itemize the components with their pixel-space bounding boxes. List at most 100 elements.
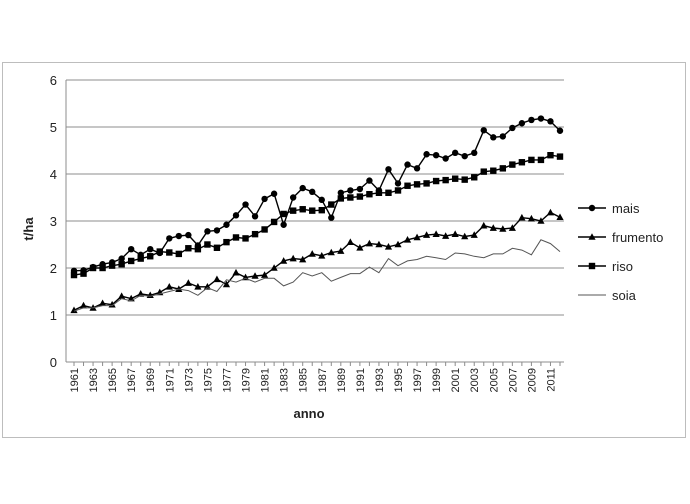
data-point-riso xyxy=(270,218,278,226)
data-point-riso xyxy=(280,210,287,218)
data-point-riso xyxy=(242,235,249,242)
data-point-riso xyxy=(375,189,383,196)
x-tick-label: 1997 xyxy=(412,368,424,392)
data-point-riso xyxy=(166,249,173,256)
data-point-riso xyxy=(213,244,221,251)
data-point-mais xyxy=(385,166,392,173)
legend-item-soia: soia xyxy=(578,288,637,303)
data-point-mais xyxy=(480,127,487,134)
data-point-riso xyxy=(528,156,535,164)
legend-item-frumento: frumento xyxy=(578,230,663,245)
data-point-frumento xyxy=(480,221,488,229)
y-axis: 0 1 2 3 4 5 6 xyxy=(50,73,57,370)
data-point-mais xyxy=(423,151,430,158)
x-tick-label: 1987 xyxy=(317,368,329,392)
data-point-riso xyxy=(70,271,78,279)
data-point-riso xyxy=(299,206,306,213)
data-point-riso xyxy=(137,255,144,262)
data-point-frumento xyxy=(194,283,202,290)
x-tick-label: 1973 xyxy=(183,368,195,392)
data-point-riso xyxy=(356,193,364,200)
data-point-frumento xyxy=(442,232,450,239)
series-line-riso xyxy=(73,154,561,276)
legend-item-riso: riso xyxy=(578,259,633,274)
data-point-mais xyxy=(280,221,287,228)
data-point-frumento xyxy=(537,217,545,224)
x-tick-label: 1985 xyxy=(298,368,310,392)
data-point-riso xyxy=(194,246,202,253)
legend-label: riso xyxy=(612,259,633,274)
data-point-mais xyxy=(490,134,497,141)
y-tick-label: 4 xyxy=(50,167,57,182)
data-point-mais xyxy=(242,201,249,208)
data-point-frumento xyxy=(70,306,78,314)
y-tick-label: 0 xyxy=(50,355,57,370)
legend-label: frumento xyxy=(612,230,663,245)
data-point-mais xyxy=(404,161,411,168)
data-point-frumento xyxy=(384,243,393,250)
data-point-riso xyxy=(385,189,392,196)
data-point-mais xyxy=(204,228,211,235)
data-point-riso xyxy=(423,180,430,187)
series-frumento xyxy=(70,208,564,314)
data-point-mais xyxy=(147,246,154,253)
x-tick-label: 1965 xyxy=(107,368,119,392)
x-tick-label: 1999 xyxy=(431,368,443,392)
data-point-riso xyxy=(108,262,116,269)
data-point-frumento xyxy=(518,213,526,221)
x-tick-label: 2003 xyxy=(469,368,481,392)
series-line-mais xyxy=(73,117,561,272)
data-point-mais xyxy=(213,227,221,234)
data-point-frumento xyxy=(98,299,107,307)
x-tick-label: 2005 xyxy=(488,368,500,392)
x-tick-label: 1993 xyxy=(374,368,386,392)
x-tick-label: 2001 xyxy=(450,368,462,392)
data-point-mais xyxy=(166,235,173,242)
legend-label: mais xyxy=(612,201,640,216)
data-point-riso xyxy=(547,152,554,159)
data-point-riso xyxy=(509,161,516,168)
gridlines xyxy=(65,79,564,363)
y-tick-label: 2 xyxy=(50,261,57,276)
series-soia xyxy=(73,239,561,312)
data-point-frumento xyxy=(251,272,259,279)
data-point-mais xyxy=(509,124,516,132)
data-point-mais xyxy=(413,165,421,172)
data-point-frumento xyxy=(403,236,412,243)
data-point-riso xyxy=(404,182,411,189)
data-point-riso xyxy=(309,207,316,214)
data-point-frumento xyxy=(422,231,431,238)
legend-marker xyxy=(588,262,596,270)
legend-marker xyxy=(588,204,596,212)
data-point-frumento xyxy=(394,240,402,248)
data-point-frumento xyxy=(337,247,345,254)
data-point-frumento xyxy=(184,279,192,286)
x-tick-label: 1967 xyxy=(126,368,138,392)
x-tick-label: 1975 xyxy=(202,368,214,392)
y-tick-label: 1 xyxy=(50,308,57,323)
data-point-frumento xyxy=(499,225,507,232)
data-point-mais xyxy=(471,149,478,157)
x-tick-label: 1969 xyxy=(145,368,157,392)
data-point-frumento xyxy=(213,275,221,283)
data-point-mais xyxy=(366,177,373,184)
data-point-frumento xyxy=(327,248,335,256)
data-point-mais xyxy=(499,133,507,140)
series-line-frumento xyxy=(73,211,561,311)
data-point-mais xyxy=(185,231,192,239)
data-point-frumento xyxy=(318,251,326,259)
data-point-mais xyxy=(309,188,316,196)
data-point-mais xyxy=(556,127,564,134)
x-tick-label: 1989 xyxy=(336,368,348,392)
data-point-mais xyxy=(528,116,535,124)
data-point-frumento xyxy=(451,230,459,237)
series-riso xyxy=(70,152,564,279)
x-tick-label: 1963 xyxy=(88,368,100,392)
data-point-mais xyxy=(232,212,240,219)
data-point-frumento xyxy=(299,255,307,263)
data-point-mais xyxy=(289,194,297,201)
data-point-riso xyxy=(80,270,87,277)
y-axis-title: t/ha xyxy=(21,217,36,241)
data-point-frumento xyxy=(546,208,555,216)
